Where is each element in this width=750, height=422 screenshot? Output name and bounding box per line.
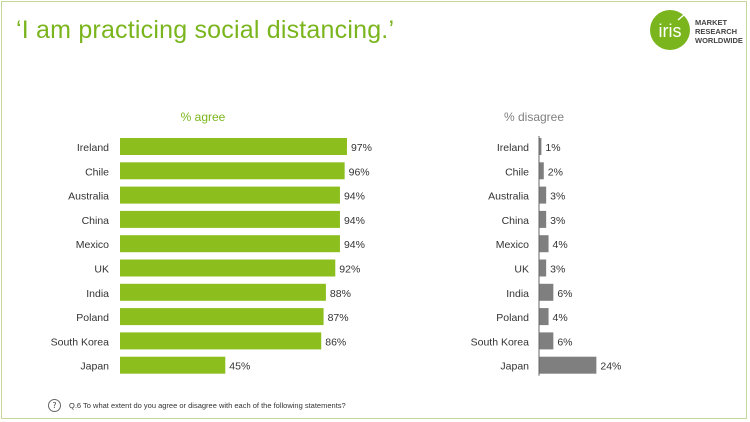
agree-category-label: Chile bbox=[85, 166, 109, 178]
agree-category-label: Poland bbox=[76, 312, 109, 324]
agree-category-label: Ireland bbox=[77, 142, 109, 154]
agree-category-label: South Korea bbox=[51, 336, 110, 348]
agree-category-label: UK bbox=[94, 264, 109, 276]
disagree-value-label: 6% bbox=[557, 288, 572, 300]
agree-value-label: 94% bbox=[344, 191, 365, 203]
agree-bar bbox=[120, 138, 347, 155]
disagree-bar bbox=[539, 283, 554, 301]
disagree-bar bbox=[539, 308, 549, 326]
disagree-bar bbox=[539, 235, 549, 253]
disagree-category-label: India bbox=[506, 288, 529, 300]
disagree-chart-title: % disagree bbox=[504, 110, 564, 124]
agree-bar bbox=[120, 308, 324, 326]
disagree-category-label: Australia bbox=[488, 191, 529, 203]
disagree-category-label: Mexico bbox=[496, 239, 529, 251]
footnote: Q.6 To what extent do you agree or disag… bbox=[69, 400, 346, 410]
agree-value-label: 96% bbox=[349, 166, 370, 178]
disagree-category-label: Poland bbox=[496, 312, 529, 324]
disagree-value-label: 3% bbox=[550, 191, 565, 203]
disagree-bar bbox=[539, 138, 542, 155]
agree-category-label: Mexico bbox=[76, 239, 109, 251]
disagree-value-label: 24% bbox=[600, 361, 621, 373]
agree-bar bbox=[120, 283, 326, 301]
disagree-value-label: 6% bbox=[557, 336, 572, 348]
agree-value-label: 94% bbox=[344, 215, 365, 227]
logo-line: WORLDWIDE bbox=[695, 36, 743, 45]
agree-category-label: China bbox=[82, 215, 110, 227]
agree-value-label: 45% bbox=[229, 361, 250, 373]
agree-value-label: 94% bbox=[344, 239, 365, 251]
footer: ? Q.6 To what extent do you agree or dis… bbox=[48, 397, 346, 413]
slide-title: ‘I am practicing social distancing.’ bbox=[16, 16, 395, 44]
question-icon: ? bbox=[48, 398, 61, 412]
agree-bar bbox=[120, 186, 340, 204]
disagree-category-label: Ireland bbox=[497, 142, 529, 154]
disagree-value-label: 1% bbox=[545, 142, 560, 154]
disagree-category-label: South Korea bbox=[471, 336, 530, 348]
disagree-bar bbox=[539, 186, 547, 204]
disagree-category-label: China bbox=[502, 215, 530, 227]
logo-wordmark: MARKET RESEARCH WORLDWIDE bbox=[695, 18, 743, 45]
disagree-value-label: 4% bbox=[553, 239, 568, 251]
agree-bar bbox=[120, 235, 340, 253]
agree-category-label: Japan bbox=[80, 361, 109, 373]
iris-logo-mark: iris bbox=[650, 10, 690, 50]
disagree-category-label: Chile bbox=[505, 166, 529, 178]
logo-mark-text: iris bbox=[659, 21, 682, 41]
agree-category-label: India bbox=[86, 288, 109, 300]
disagree-bar bbox=[539, 332, 554, 350]
logo-line: MARKET bbox=[695, 18, 728, 27]
agree-value-label: 86% bbox=[325, 336, 346, 348]
agree-bar bbox=[120, 332, 322, 350]
agree-value-label: 87% bbox=[328, 312, 349, 324]
agree-bar bbox=[120, 162, 345, 180]
agree-value-label: 92% bbox=[339, 264, 360, 276]
disagree-category-label: Japan bbox=[500, 361, 529, 373]
agree-chart-title: % agree bbox=[181, 110, 226, 124]
agree-bar bbox=[120, 259, 336, 277]
disagree-value-label: 2% bbox=[548, 166, 563, 178]
disagree-value-label: 4% bbox=[553, 312, 568, 324]
agree-bar bbox=[120, 210, 340, 228]
agree-value-label: 88% bbox=[330, 288, 351, 300]
disagree-bar bbox=[539, 210, 547, 228]
disagree-value-label: 3% bbox=[550, 264, 565, 276]
agree-value-label: 97% bbox=[351, 142, 372, 154]
disagree-category-label: UK bbox=[514, 264, 529, 276]
disagree-bar bbox=[539, 356, 597, 374]
logo-line: RESEARCH bbox=[695, 27, 738, 36]
disagree-bar bbox=[539, 162, 544, 180]
iris-logo: iris MARKET RESEARCH WORLDWIDE bbox=[648, 8, 743, 54]
disagree-value-label: 3% bbox=[550, 215, 565, 227]
agree-category-label: Australia bbox=[68, 191, 109, 203]
disagree-bar bbox=[539, 259, 547, 277]
agree-bar bbox=[120, 356, 226, 374]
